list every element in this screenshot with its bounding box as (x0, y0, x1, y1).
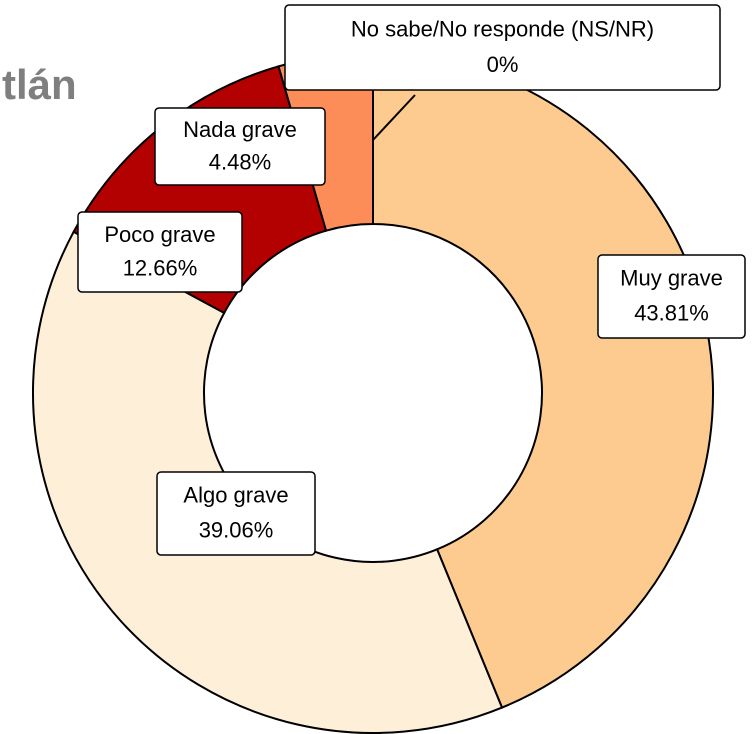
chart-title: tlán (2, 61, 77, 108)
value-label: 43.81% (634, 301, 709, 326)
slice-label: Nada grave (183, 117, 297, 142)
label-box (284, 4, 721, 91)
slice-label: Algo grave (183, 483, 288, 508)
labels: Muy grave 43.81% Algo grave 39.06% Poco grav… (77, 4, 746, 556)
leader-line (372, 94, 416, 141)
value-label: 4.48% (209, 149, 271, 174)
label-box (154, 107, 326, 186)
slice (372, 51, 714, 709)
slice-label: Muy grave (620, 266, 723, 291)
value-label: 39.06% (199, 518, 274, 543)
slice-label: No sabe/No responde (NS/NR) (351, 16, 654, 41)
label-box (156, 471, 316, 556)
value-label: 0% (487, 52, 519, 77)
value-label: 12.66% (123, 255, 198, 280)
slice-label: Poco grave (104, 222, 215, 247)
label-box (77, 211, 243, 293)
slices (32, 51, 714, 734)
label-box (597, 254, 746, 339)
